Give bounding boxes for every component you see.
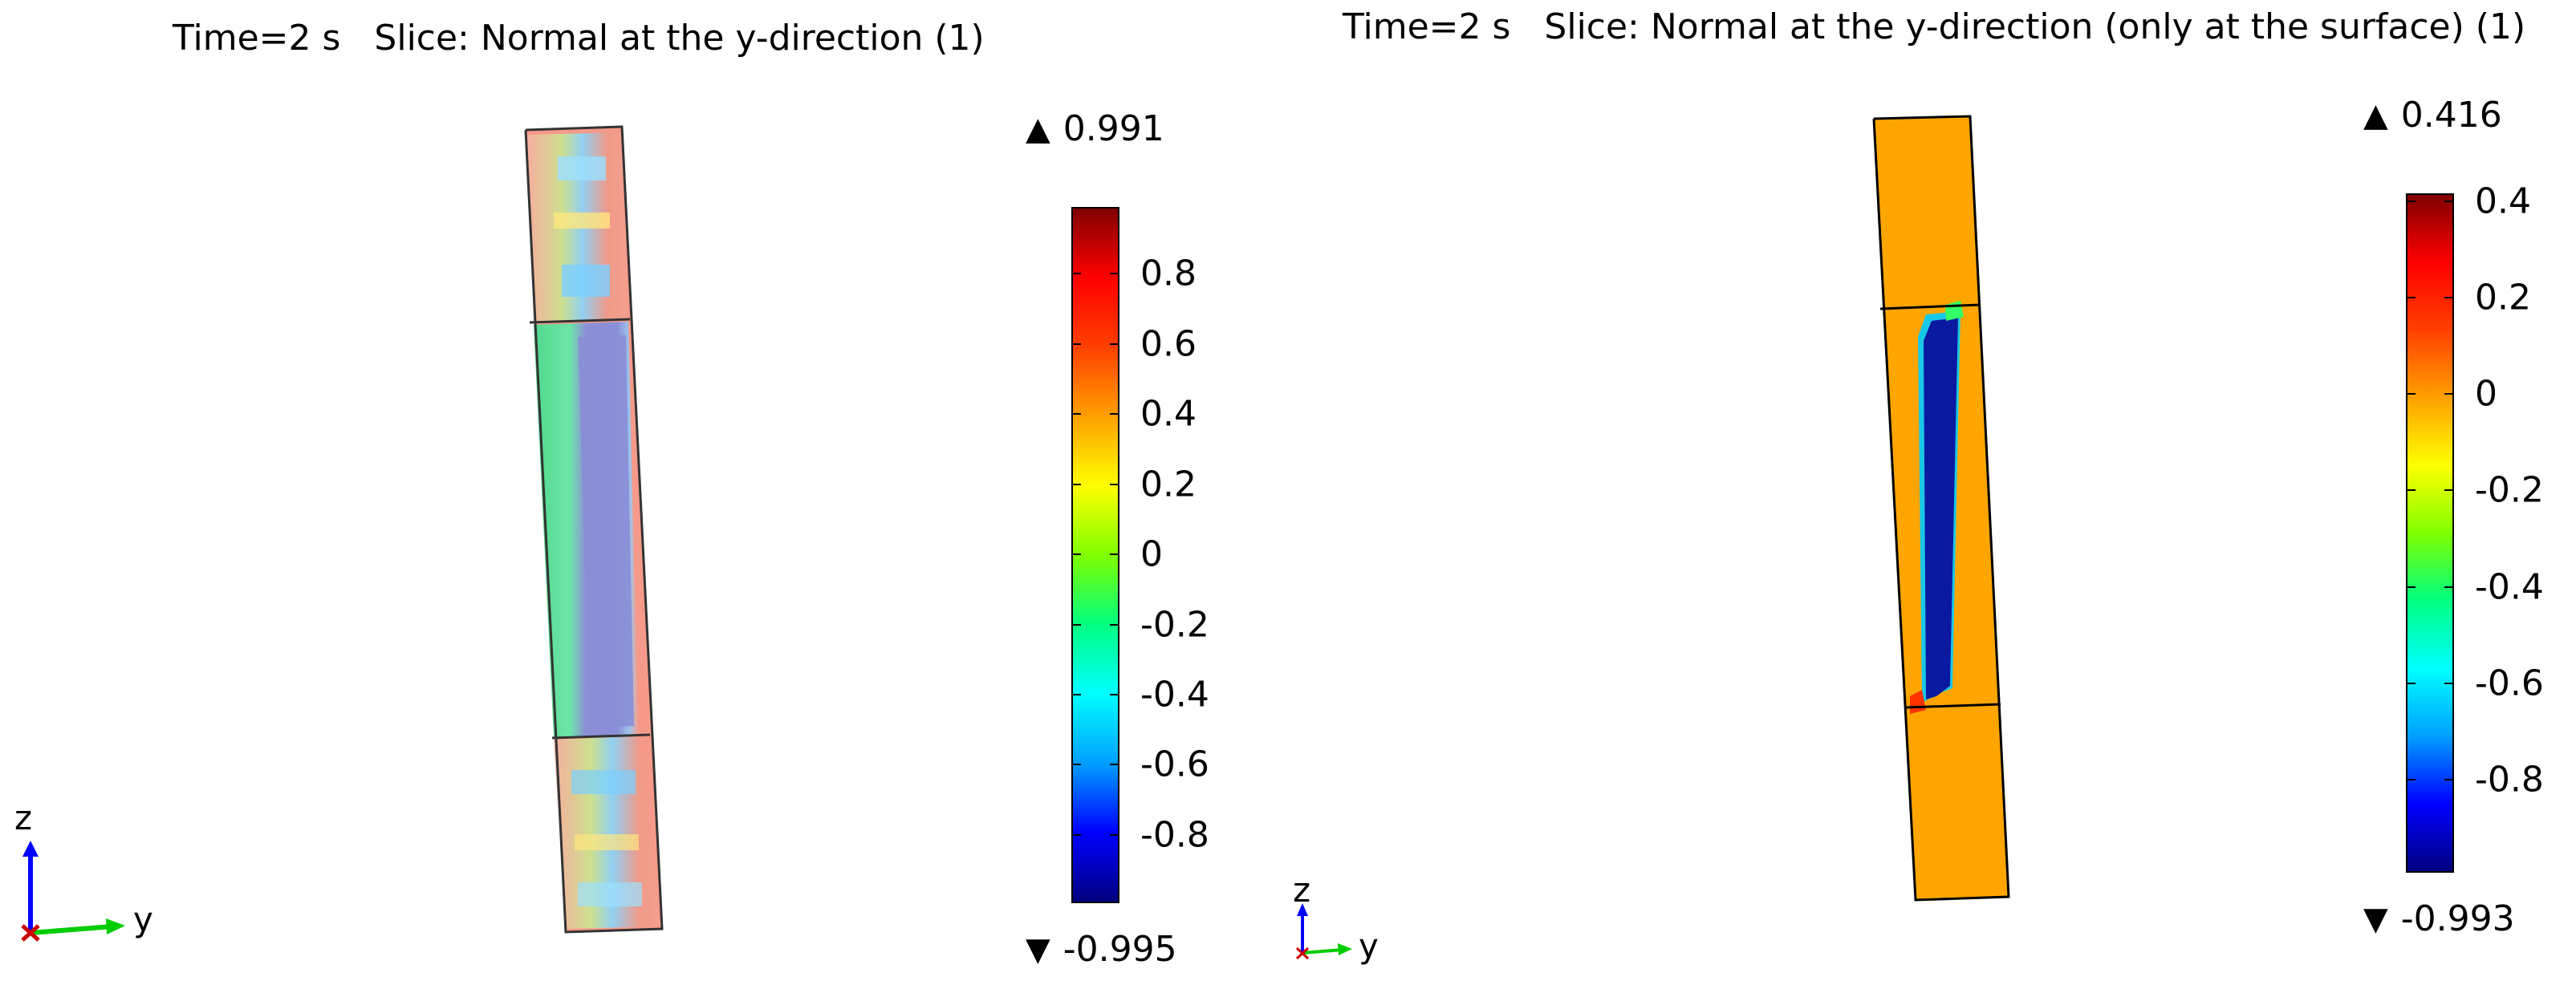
colorbar-tick-label: 0.4 [2475,180,2531,222]
colorbar-tick-mark [2444,200,2454,202]
colorbar-tick-mark [1110,553,1119,556]
plot-title: Time=2 s Slice: Normal at the y-directio… [173,18,985,59]
colorbar-tick-mark [1071,833,1081,836]
colorbar-tick-mark [1110,764,1119,766]
colorbar-tick-mark [2406,778,2416,780]
min-triangle-icon: ▼ [1026,930,1050,968]
min-triangle-icon: ▼ [2363,900,2388,938]
colorbar-tick-mark [1110,483,1119,485]
colorbar-tick-mark [1110,693,1119,695]
left-slab [524,125,664,934]
colorbar-tick-mark [1071,413,1081,416]
colorbar-tick-mark [1071,483,1081,485]
axis-z-label: z [14,798,33,837]
colorbar-tick-mark [1110,343,1119,345]
axis-z-label: z [1293,870,1311,910]
right-slab [1872,115,2010,902]
colorbar-tick-mark [1071,553,1081,556]
right-plot-panel: Time=2 s Slice: Normal at the y-directio… [1288,0,2576,981]
colorbar-min-label: ▼ -0.993 [2363,898,2515,939]
colorbar-tick-label: -0.2 [2475,469,2544,511]
colorbar-tick-mark [1110,833,1119,836]
colorbar-tick-mark [1110,623,1119,626]
colorbar-tick-mark [2444,778,2454,780]
colorbar-tick-label: 0.2 [1140,464,1197,505]
colorbar-tick-mark [1071,764,1081,766]
colorbar-tick-mark [1110,413,1119,416]
colorbar-tick-mark [2444,296,2454,298]
colorbar-tick-label: -0.8 [2475,759,2544,801]
colorbar-tick-label: -0.4 [1140,674,1209,715]
colorbar-tick-mark [2444,489,2454,492]
colorbar [2406,193,2454,873]
colorbar-min-value: -0.993 [2400,898,2515,939]
axis-y-label: y [133,900,153,939]
colorbar-tick-mark [1071,623,1081,626]
max-triangle-icon: ▲ [1026,110,1050,148]
colorbar-tick-mark [2406,489,2416,492]
colorbar-max-value: 0.991 [1062,108,1164,149]
colorbar-tick-mark [2406,393,2416,395]
colorbar-tick-label: 0 [1140,533,1163,575]
axes-triad [21,841,125,942]
colorbar-min-label: ▼ -0.995 [1026,929,1177,970]
max-triangle-icon: ▲ [2363,96,2388,134]
colorbar-tick-label: 0.8 [1140,253,1197,294]
colorbar-max-label: ▲ 0.991 [1026,108,1164,149]
colorbar-tick-label: -0.8 [1140,814,1209,856]
left-plot-panel: Time=2 s Slice: Normal at the y-directio… [14,18,1209,970]
colorbar-tick-mark [2406,200,2416,202]
axes-triad [1295,903,1352,960]
left-slice-render [21,125,664,942]
axis-y-label: y [1359,926,1379,966]
colorbar-tick-mark [1071,343,1081,345]
colorbar-tick-label: -0.6 [1140,744,1209,785]
colorbar-tick-label: 0.2 [2475,277,2531,318]
right-slice-render [1295,115,2010,960]
colorbar-tick-mark [2444,393,2454,395]
colorbar-tick-label: 0 [2475,373,2497,415]
colorbar-tick-label: 0.4 [1140,393,1197,435]
colorbar-min-value: -0.995 [1062,929,1177,970]
colorbar-max-label: ▲ 0.416 [2363,95,2502,136]
colorbar-tick-label: 0.6 [1140,323,1197,365]
colorbar-tick-mark [1071,273,1081,275]
colorbar-tick-mark [2406,682,2416,684]
colorbar-tick-mark [2406,586,2416,588]
colorbar-tick-label: -0.6 [2475,663,2544,704]
colorbar-tick-mark [2444,586,2454,588]
colorbar-max-value: 0.416 [2400,95,2502,136]
colorbar-tick-label: -0.2 [1140,604,1209,646]
colorbar-tick-label: -0.4 [2475,566,2544,608]
plot-title: Time=2 s Slice: Normal at the y-directio… [1343,6,2526,47]
colorbar-tick-mark [1071,693,1081,695]
colorbar-tick-mark [2406,296,2416,298]
colorbar-tick-mark [2444,682,2454,684]
colorbar-tick-mark [1110,273,1119,275]
